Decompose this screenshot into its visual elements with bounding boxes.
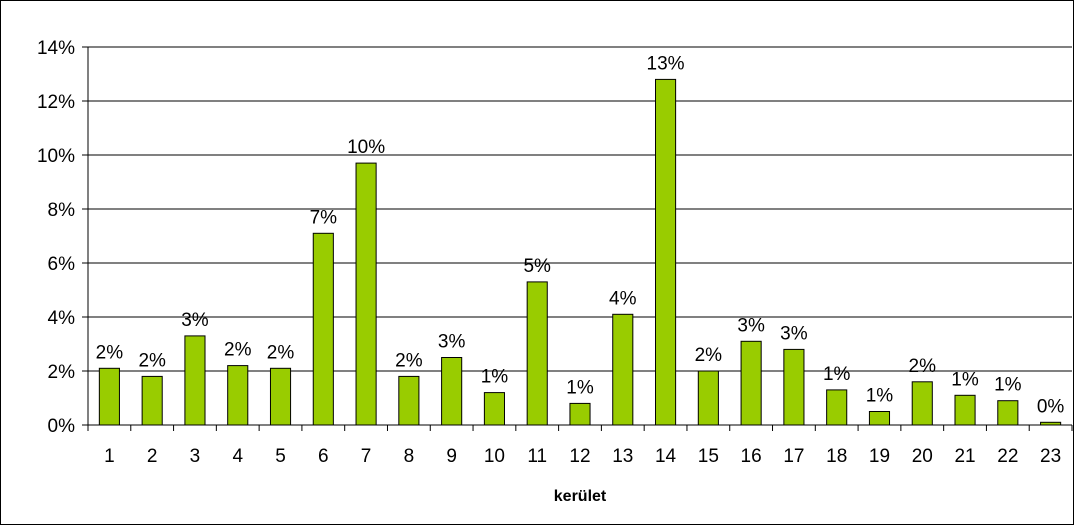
data-labels: 2% 2% 3% 2% 2% 7% 10% 2% 3% 1% 5% 1% 4% 13% 2% 3% 3% 1% 1%… [96,53,1065,417]
data-label: 1% [866,386,894,407]
bar [826,389,848,426]
x-tick-label: 6 [318,446,329,467]
bar [184,335,206,426]
x-tick-label: 9 [446,446,457,467]
x-tick-label: 11 [527,446,547,467]
x-tick-label: 7 [361,446,372,467]
data-label: 3% [181,310,209,331]
data-label: 1% [566,377,594,398]
bar [783,348,805,426]
x-tick-label: 23 [1040,446,1061,467]
data-label: 13% [647,53,685,74]
data-label: 2% [138,350,166,371]
bar [954,394,976,426]
bar [526,281,548,426]
data-label: 7% [310,207,338,228]
data-label: 4% [609,288,637,309]
x-tick-label: 2 [147,446,158,467]
bar [312,232,334,426]
bar [483,392,505,426]
x-tick-label: 16 [741,446,762,467]
y-tick-labels: 0% 2% 4% 6% 8% 10% 12% 14% [37,38,75,437]
x-tick-label: 20 [912,446,933,467]
data-label: 2% [267,342,295,363]
bar [612,313,634,426]
bar [697,370,719,426]
bar [997,400,1019,426]
x-tick-label: 14 [655,446,677,467]
x-tick-label: 22 [997,446,1018,467]
data-label: 2% [395,350,423,371]
x-tick-label: 1 [104,446,115,467]
bar [141,375,163,426]
x-axis-title: kerület [554,488,607,505]
y-tick-label: 8% [48,200,76,221]
bar [227,365,249,426]
x-tick-label: 18 [826,446,847,467]
data-label: 3% [438,332,466,353]
y-tick-label: 6% [48,254,76,275]
bar [569,402,591,426]
x-tick-label: 10 [484,446,505,467]
data-label: 1% [481,367,509,388]
bar [911,381,933,426]
bars [98,78,1062,426]
bar [740,340,762,426]
data-label: 3% [780,323,808,344]
bar [355,162,377,426]
x-tick-label: 19 [869,446,890,467]
data-label: 2% [909,356,937,377]
data-label: 3% [737,315,765,336]
axes [82,46,1073,431]
x-tick-label: 8 [404,446,415,467]
y-tick-label: 4% [48,308,76,329]
x-tick-label: 12 [569,446,590,467]
x-tick-label: 15 [698,446,719,467]
data-label: 1% [994,375,1022,396]
data-label: 10% [347,137,385,158]
y-tick-label: 10% [37,146,75,167]
x-tick-label: 3 [190,446,201,467]
bar [98,367,120,426]
x-tick-label: 5 [275,446,286,467]
bar [655,78,677,426]
x-tick-labels: 1 2 3 4 5 6 7 8 9 10 11 12 13 14 15 16 17 18 19 20 21 22 23 [104,446,1061,467]
data-label: 0% [1037,396,1065,417]
x-tick-label: 4 [232,446,243,467]
y-tick-label: 12% [37,92,75,113]
x-tick-label: 13 [612,446,633,467]
bar [398,375,420,426]
data-label: 2% [96,342,124,363]
gridlines [88,46,1072,372]
data-label: 1% [951,369,979,390]
y-tick-label: 2% [48,362,76,383]
data-label: 1% [823,364,851,385]
x-tick-label: 17 [783,446,804,467]
data-label: 5% [523,256,551,277]
data-label: 2% [224,340,252,361]
bar [441,357,463,426]
bar [868,411,891,426]
x-tick-label: 21 [954,446,975,467]
bar [269,367,292,426]
y-tick-label: 0% [48,416,76,437]
data-label: 2% [695,345,723,366]
y-tick-label: 14% [37,38,75,59]
